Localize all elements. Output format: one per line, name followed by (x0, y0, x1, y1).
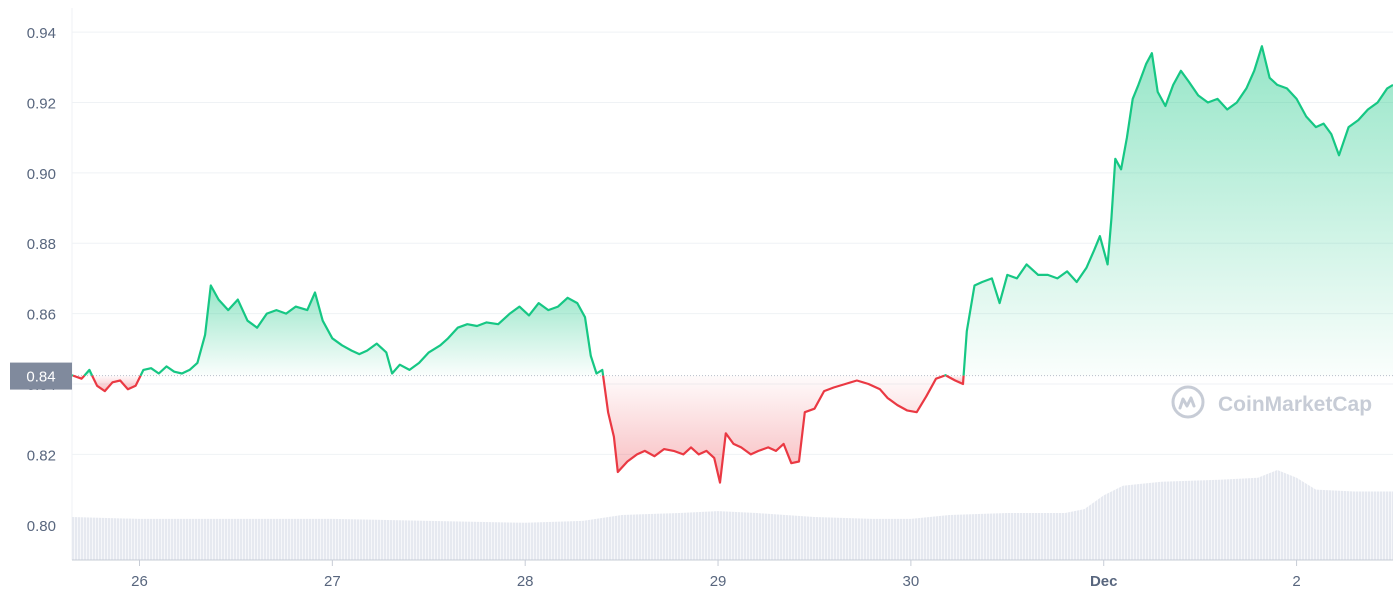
x-tick-label: 27 (324, 573, 341, 590)
x-tick-label: 2 (1292, 573, 1300, 590)
coinmarketcap-watermark: CoinMarketCap (1171, 385, 1372, 419)
x-tick-label: 28 (517, 573, 534, 590)
x-axis-ticks: 26 27 28 29 30 Dec 2 (72, 559, 1393, 590)
x-tick-label: Dec (1090, 573, 1118, 590)
baseline-tag-background (10, 362, 72, 390)
y-tick-label: 0.80 (27, 518, 56, 535)
x-tick-label: 30 (903, 573, 920, 590)
price-line-down (945, 374, 965, 386)
coinmarketcap-watermark-text: CoinMarketCap (1218, 393, 1372, 416)
y-tick-label: 0.86 (27, 307, 56, 324)
area-below-baseline (603, 375, 945, 483)
area-above-baseline (140, 285, 604, 376)
y-tick-label: 0.88 (27, 236, 56, 253)
y-tick-label: 0.92 (27, 95, 56, 112)
price-line-down (91, 375, 142, 393)
y-axis-ticks: 0.80 0.82 0.84 0.86 0.88 0.90 0.92 0.94 (27, 25, 56, 535)
price-line (71, 45, 1393, 484)
baseline-tag-label: 0.84 (26, 369, 55, 386)
x-tick-label: 26 (131, 573, 148, 590)
volume-area (72, 470, 1393, 560)
price-line-down (72, 374, 86, 380)
area-below-baseline (92, 375, 141, 392)
price-line-down (602, 374, 945, 484)
x-tick-label: 29 (710, 573, 727, 590)
y-tick-label: 0.94 (27, 25, 56, 42)
baseline-price-tag: 0.84 (10, 362, 72, 390)
price-line-up (139, 284, 605, 377)
y-tick-label: 0.82 (27, 447, 56, 464)
coinmarketcap-logo-icon (1171, 385, 1205, 419)
price-line-up (962, 45, 1393, 376)
area-above-baseline (963, 46, 1393, 376)
y-tick-label: 0.90 (27, 166, 56, 183)
volume-bars (72, 470, 1393, 560)
price-line-up (83, 368, 94, 377)
price-area-fill (72, 46, 1393, 483)
